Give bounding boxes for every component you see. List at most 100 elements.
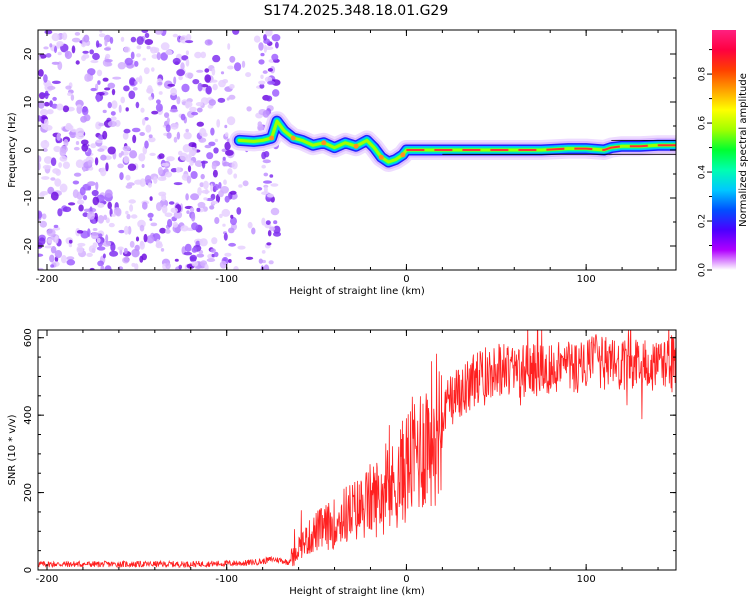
noise-speck <box>142 201 148 210</box>
noise-speck <box>142 118 146 126</box>
noise-speck <box>43 156 53 164</box>
noise-speck <box>155 103 163 112</box>
noise-speck <box>77 199 85 205</box>
noise-speck <box>96 69 103 77</box>
noise-speck <box>68 239 73 244</box>
noise-speck <box>105 162 109 172</box>
noise-speck <box>74 32 81 36</box>
noise-speck <box>120 150 124 156</box>
noise-speck <box>71 128 77 133</box>
noise-speck <box>100 265 105 270</box>
noise-speck <box>161 204 168 214</box>
noise-speck <box>181 83 190 93</box>
noise-speck <box>130 214 138 219</box>
noise-speck <box>218 190 224 198</box>
noise-speck <box>228 227 235 234</box>
noise-speck <box>82 40 91 46</box>
noise-speck <box>86 211 96 220</box>
noise-speck <box>76 230 84 234</box>
noise-speck <box>204 188 209 195</box>
noise-speck <box>267 80 276 85</box>
noise-speck <box>98 122 105 127</box>
noise-speck <box>147 182 152 188</box>
noise-speck <box>139 255 144 263</box>
noise-speck <box>57 208 63 217</box>
noise-speck <box>107 146 116 155</box>
noise-speck <box>210 79 218 83</box>
noise-speck <box>219 260 227 269</box>
noise-speck <box>183 132 192 140</box>
noise-speck <box>223 232 228 241</box>
y-tick-label: -10 <box>23 190 34 206</box>
noise-speck <box>209 205 215 210</box>
noise-speck <box>228 242 237 247</box>
noise-speck <box>197 201 206 209</box>
noise-speck <box>53 224 59 228</box>
noise-speck <box>47 85 56 90</box>
colorbar-tick-label: 0.8 <box>698 67 708 82</box>
noise-speck <box>49 43 53 48</box>
noise-speck <box>269 226 276 231</box>
noise-speck <box>224 132 229 138</box>
noise-speck <box>135 101 140 109</box>
noise-speck <box>271 53 279 61</box>
noise-speck <box>54 178 62 187</box>
noise-speck <box>224 124 228 129</box>
noise-speck <box>263 44 268 53</box>
noise-speck <box>53 145 61 153</box>
signal-hotspot <box>400 152 406 158</box>
noise-speck <box>196 121 204 127</box>
noise-speck <box>143 233 148 243</box>
noise-speck <box>92 228 98 231</box>
noise-speck <box>228 259 232 263</box>
noise-speck <box>136 53 141 58</box>
noise-speck <box>165 124 171 133</box>
noise-speck <box>172 33 179 38</box>
noise-speck <box>144 140 149 149</box>
noise-speck <box>99 30 103 33</box>
noise-speck <box>139 132 145 136</box>
noise-speck <box>131 248 140 258</box>
noise-speck <box>260 52 265 57</box>
noise-speck <box>95 181 99 191</box>
noise-speck <box>38 155 42 163</box>
noise-speck <box>218 79 226 88</box>
noise-speck <box>98 33 106 38</box>
noise-speck <box>145 124 152 133</box>
noise-speck <box>105 53 111 60</box>
noise-speck <box>262 159 271 164</box>
noise-speck <box>210 127 215 136</box>
noise-speck <box>39 53 47 59</box>
noise-speck <box>168 201 175 205</box>
noise-speck <box>157 241 163 246</box>
noise-speck <box>70 94 75 101</box>
noise-speck <box>97 80 101 85</box>
noise-speck <box>196 69 204 73</box>
noise-speck <box>110 111 116 116</box>
noise-speck <box>56 41 64 47</box>
noise-speck <box>56 103 64 111</box>
noise-speck <box>161 162 170 167</box>
noise-speck <box>141 164 145 168</box>
noise-speck <box>170 87 178 96</box>
noise-speck <box>127 225 132 235</box>
noise-speck <box>147 212 154 218</box>
noise-speck <box>184 72 194 79</box>
noise-speck <box>189 207 195 213</box>
noise-speck <box>54 250 63 259</box>
noise-speck <box>50 157 57 166</box>
noise-speck <box>97 202 105 208</box>
noise-speck <box>189 146 197 156</box>
noise-speck <box>68 243 73 248</box>
noise-speck <box>148 96 153 101</box>
noise-speck <box>111 88 116 96</box>
colorbar-tick-label: 0.2 <box>698 214 708 228</box>
noise-speck <box>136 36 144 45</box>
noise-speck <box>180 113 186 121</box>
noise-speck <box>52 168 60 174</box>
noise-speck <box>42 164 52 170</box>
signal-hotspot <box>321 140 327 146</box>
noise-speck <box>38 237 46 246</box>
noise-speck <box>135 236 140 242</box>
noise-speck <box>109 36 114 44</box>
